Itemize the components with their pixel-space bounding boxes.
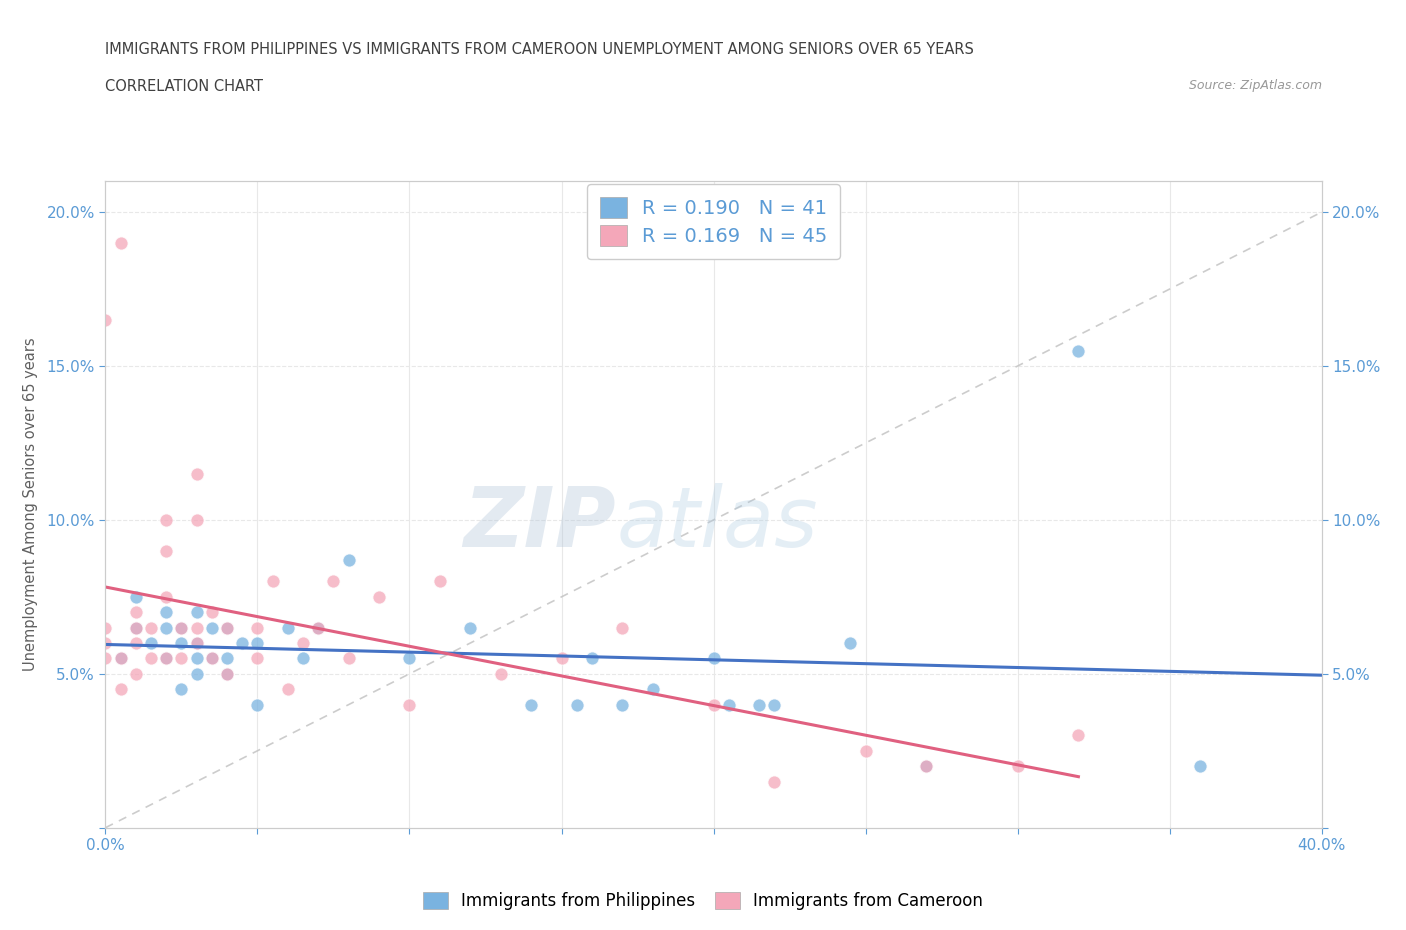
- Point: [217, 667, 239, 682]
- Point: [581, 651, 603, 666]
- Point: [186, 651, 208, 666]
- Point: [217, 620, 239, 635]
- Point: [292, 651, 315, 666]
- Point: [307, 620, 329, 635]
- Point: [155, 512, 177, 527]
- Point: [489, 667, 512, 682]
- Point: [1067, 728, 1090, 743]
- Point: [231, 635, 253, 650]
- Legend: Immigrants from Philippines, Immigrants from Cameroon: Immigrants from Philippines, Immigrants …: [416, 885, 990, 917]
- Point: [94, 312, 117, 327]
- Y-axis label: Unemployment Among Seniors over 65 years: Unemployment Among Seniors over 65 years: [24, 338, 38, 671]
- Point: [398, 651, 420, 666]
- Point: [155, 543, 177, 558]
- Point: [337, 552, 360, 567]
- Point: [915, 759, 938, 774]
- Point: [125, 604, 148, 619]
- Point: [565, 698, 588, 712]
- Point: [763, 698, 786, 712]
- Point: [94, 635, 117, 650]
- Point: [322, 574, 344, 589]
- Point: [520, 698, 543, 712]
- Point: [612, 698, 634, 712]
- Point: [125, 620, 148, 635]
- Point: [201, 604, 224, 619]
- Point: [170, 682, 193, 697]
- Text: CORRELATION CHART: CORRELATION CHART: [105, 79, 263, 94]
- Point: [139, 620, 162, 635]
- Point: [170, 620, 193, 635]
- Point: [170, 651, 193, 666]
- Point: [307, 620, 329, 635]
- Point: [94, 651, 117, 666]
- Point: [170, 635, 193, 650]
- Point: [246, 698, 269, 712]
- Point: [155, 590, 177, 604]
- Point: [186, 466, 208, 481]
- Point: [155, 651, 177, 666]
- Point: [110, 651, 132, 666]
- Legend: R = 0.190   N = 41, R = 0.169   N = 45: R = 0.190 N = 41, R = 0.169 N = 45: [588, 184, 839, 259]
- Point: [125, 635, 148, 650]
- Point: [612, 620, 634, 635]
- Point: [217, 667, 239, 682]
- Point: [277, 682, 299, 697]
- Point: [201, 651, 224, 666]
- Point: [763, 774, 786, 789]
- Point: [277, 620, 299, 635]
- Point: [748, 698, 770, 712]
- Point: [125, 620, 148, 635]
- Point: [702, 651, 725, 666]
- Point: [1007, 759, 1029, 774]
- Point: [155, 651, 177, 666]
- Point: [429, 574, 451, 589]
- Point: [550, 651, 572, 666]
- Point: [139, 635, 162, 650]
- Point: [717, 698, 740, 712]
- Text: atlas: atlas: [616, 484, 818, 565]
- Point: [186, 667, 208, 682]
- Point: [94, 620, 117, 635]
- Point: [110, 682, 132, 697]
- Point: [1067, 343, 1090, 358]
- Point: [186, 635, 208, 650]
- Point: [292, 635, 315, 650]
- Point: [201, 651, 224, 666]
- Point: [186, 512, 208, 527]
- Point: [1188, 759, 1211, 774]
- Point: [458, 620, 481, 635]
- Point: [915, 759, 938, 774]
- Point: [641, 682, 664, 697]
- Point: [186, 604, 208, 619]
- Point: [262, 574, 284, 589]
- Point: [368, 590, 391, 604]
- Point: [246, 651, 269, 666]
- Point: [125, 590, 148, 604]
- Point: [246, 620, 269, 635]
- Text: Source: ZipAtlas.com: Source: ZipAtlas.com: [1188, 79, 1322, 92]
- Point: [186, 635, 208, 650]
- Point: [855, 743, 877, 758]
- Point: [201, 620, 224, 635]
- Point: [170, 620, 193, 635]
- Point: [337, 651, 360, 666]
- Point: [217, 651, 239, 666]
- Point: [110, 235, 132, 250]
- Text: ZIP: ZIP: [464, 484, 616, 565]
- Point: [155, 604, 177, 619]
- Point: [217, 620, 239, 635]
- Point: [398, 698, 420, 712]
- Point: [246, 635, 269, 650]
- Text: IMMIGRANTS FROM PHILIPPINES VS IMMIGRANTS FROM CAMEROON UNEMPLOYMENT AMONG SENIO: IMMIGRANTS FROM PHILIPPINES VS IMMIGRANT…: [105, 42, 974, 57]
- Point: [125, 667, 148, 682]
- Point: [186, 620, 208, 635]
- Point: [110, 651, 132, 666]
- Point: [702, 698, 725, 712]
- Point: [155, 620, 177, 635]
- Point: [139, 651, 162, 666]
- Point: [839, 635, 862, 650]
